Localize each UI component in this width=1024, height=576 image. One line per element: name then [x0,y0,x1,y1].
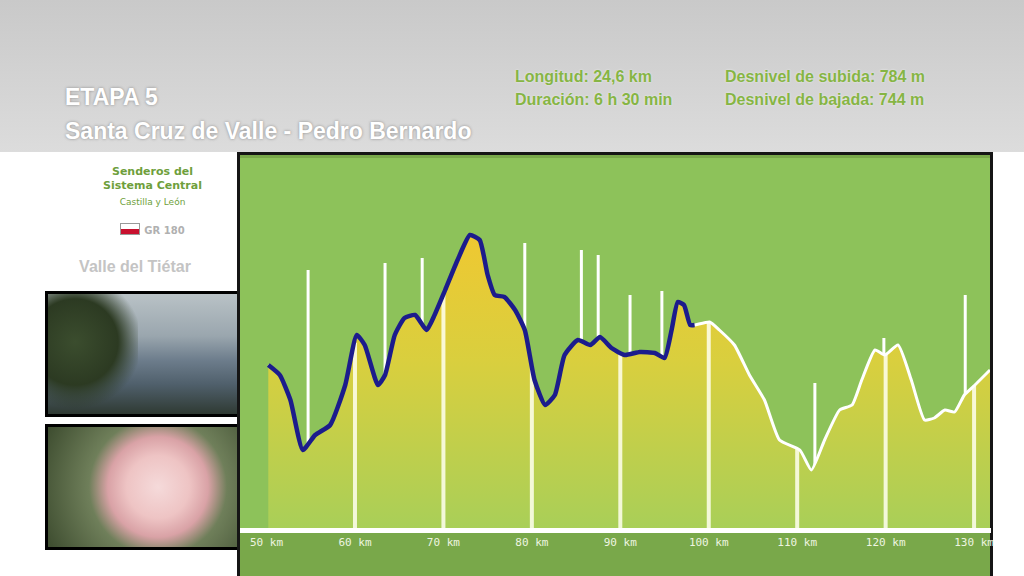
html-text:Santa Cruz de Valle - Pedro Be: Santa Cruz de Valle - Pedro Bernardo [65,118,472,144]
svg-text:100 km: 100 km [689,536,729,549]
html-text:GR 180: GR 180 [144,225,185,236]
svg-text:50 km: 50 km [250,536,283,549]
html-text:Longitud: 24,6 km: Longitud: 24,6 km [515,68,652,85]
svg-text:130 km: 130 km [954,536,994,549]
html-text:Desnivel de subida: 784 m: Desnivel de subida: 784 m [725,68,926,85]
html-text:Castilla y León: Castilla y León [119,197,186,207]
html-text:Duración: 6 h 30 min: Duración: 6 h 30 min [515,91,673,108]
svg-text:80 km: 80 km [515,536,548,549]
html-text:Valle del Tiétar: Valle del Tiétar [79,258,191,275]
html-text:Senderos del: Senderos del [112,165,193,178]
html-text:Sistema Central: Sistema Central [103,179,202,192]
html-text:Desnivel de bajada: 744 m: Desnivel de bajada: 744 m [725,91,925,108]
html-text:ETAPA 5: ETAPA 5 [65,84,158,110]
svg-text:60 km: 60 km [338,536,371,549]
svg-text:70 km: 70 km [427,536,460,549]
svg-text:110 km: 110 km [777,536,817,549]
svg-text:120 km: 120 km [866,536,906,549]
svg-text:90 km: 90 km [604,536,637,549]
